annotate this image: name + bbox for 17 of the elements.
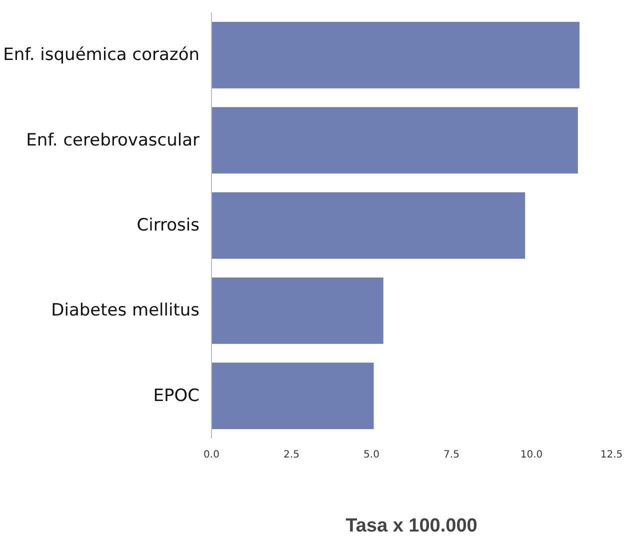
x-tick-label: 5.0 [364, 450, 380, 460]
bar [212, 277, 384, 344]
x-tick-label: 7.5 [444, 450, 460, 460]
x-axis-title: Tasa x 100.000 [346, 516, 478, 536]
bar [212, 107, 578, 174]
y-tick-label: EPOC [153, 386, 200, 406]
x-tick-label: 2.5 [284, 450, 300, 460]
y-tick-label: Diabetes mellitus [51, 300, 200, 321]
bar [212, 362, 374, 430]
y-tick-label: Enf. isquémica corazón [3, 45, 200, 66]
bar [212, 22, 580, 88]
y-tick-label: Cirrosis [136, 216, 200, 236]
x-tick-label: 0.0 [204, 450, 220, 460]
bar [212, 192, 526, 259]
y-tick-label: Enf. cerebrovascular [26, 130, 200, 150]
x-tick-label: 10.0 [520, 450, 543, 460]
x-tick-label: 12.5 [600, 450, 623, 460]
